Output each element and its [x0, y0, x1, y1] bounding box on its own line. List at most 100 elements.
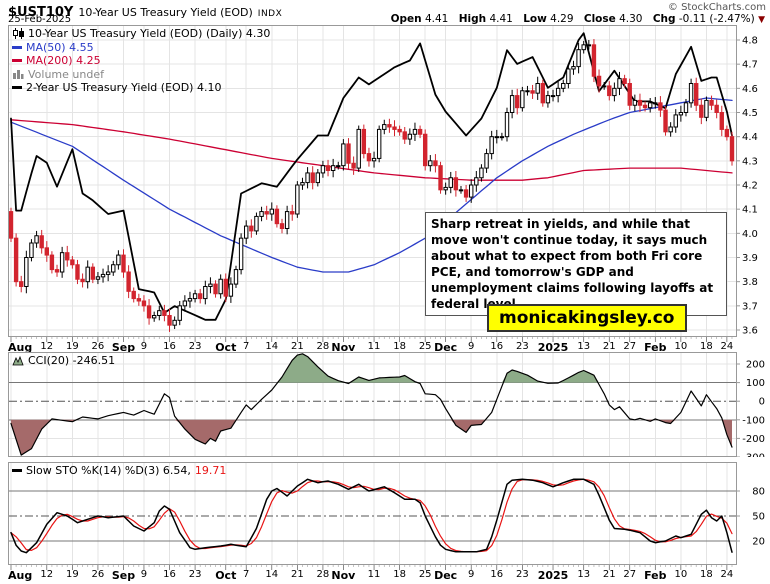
date-axis-middle: Aug 12 19 26 Sep 9 16 23 Oct 7 14 21 28 Nov 11 18 25 Dec 9…	[0, 337, 770, 354]
x-tick-label: Aug	[8, 341, 33, 354]
x-tick-label: 27	[623, 569, 637, 580]
x-tick-label: 7	[243, 569, 250, 580]
change-down-arrow-icon: ▼	[758, 15, 765, 25]
chg-value: -0.11 (-2.47%)	[678, 13, 755, 25]
x-tick-label: 9	[140, 569, 148, 580]
x-tick-label: 23	[515, 341, 529, 352]
x-tick-label: 16	[163, 569, 176, 580]
x-tick-label: 18	[700, 341, 713, 352]
price-y-tick-label: 4.1	[742, 205, 758, 216]
price-panel: 3.6 3.7 3.8 3.9 4.0 4.1 4.2 4.3 4.4 4.5 4.6 4.7 4.8 …	[8, 25, 770, 337]
x-tick-label: 12	[40, 569, 54, 580]
x-tick-label: 16	[163, 341, 176, 352]
legend-row: 2-Year US Treasury Yield (EOD) 4.10	[12, 81, 270, 95]
cci-y-tick-label: -200	[742, 434, 765, 445]
x-tick-label: Dec	[434, 341, 458, 354]
x-tick-label: Oct	[215, 341, 237, 354]
axis-tick-strip	[10, 337, 733, 342]
close-label: Close	[583, 13, 616, 25]
x-tick-label: 9	[140, 341, 148, 352]
close-value: 4.30	[619, 13, 643, 25]
ohlc-quote-line: Open 4.41 High 4.41 Low 4.29 Close 4.30 …	[384, 13, 765, 25]
x-tick-label: 14	[265, 341, 279, 352]
cci-chart-canvas: 200 100 0 -100 -200 -300	[8, 352, 765, 457]
x-tick-label: Dec	[434, 569, 458, 582]
legend-label: 10-Year US Treasury Yield (EOD) (Daily) …	[28, 27, 271, 40]
legend-label: Volume undef	[28, 67, 104, 81]
price-y-tick-label: 3.9	[742, 253, 758, 264]
x-tick-label: 9	[468, 569, 475, 580]
x-tick-label: 11	[367, 341, 381, 352]
stochastic-chart-canvas: 80 50 20	[8, 462, 765, 565]
sto-y-tick-label: 80	[752, 487, 765, 498]
sto-legend-label: Slow STO %K(14) %D(3) 6.54,	[26, 464, 191, 477]
x-tick-label: 16	[490, 569, 504, 580]
line-dash-icon	[12, 469, 22, 473]
legend-row: 10-Year US Treasury Yield (EOD) (Daily) …	[12, 27, 270, 41]
x-tick-label: 25	[418, 341, 432, 352]
x-tick-label: 23	[188, 341, 202, 352]
x-tick-label: 28	[316, 341, 330, 352]
chart-date: 25-Feb-2025	[8, 14, 72, 25]
cci-y-tick-label: 200	[746, 360, 765, 371]
legend-row: MA(200) 4.25	[12, 54, 270, 68]
price-y-tick-label: 4.0	[742, 229, 758, 240]
x-tick-label: 16	[490, 341, 504, 352]
x-tick-label: Nov	[331, 341, 356, 354]
x-tick-label: 19	[65, 341, 79, 352]
low-label: Low	[523, 13, 547, 25]
x-tick-label: 23	[188, 569, 202, 580]
x-tick-label: 12	[40, 341, 54, 352]
price-y-tick-label: 4.5	[742, 108, 758, 119]
cci-y-tick-label: -100	[742, 415, 765, 426]
chart-title: 10-Year US Treasury Yield (EOD)	[78, 6, 253, 19]
legend-label: MA(200) 4.25	[26, 54, 101, 67]
x-tick-label: 9	[468, 341, 475, 352]
x-tick-label: 21	[290, 341, 304, 352]
volume-bars-icon	[12, 69, 24, 80]
x-tick-label: Oct	[215, 569, 237, 582]
x-tick-label: Feb	[644, 569, 667, 582]
x-tick-label: 24	[720, 341, 734, 352]
dash-icon	[12, 86, 22, 90]
x-tick-label: 23	[515, 569, 529, 580]
sto-y-tick-label: 20	[752, 536, 765, 547]
x-tick-label: 18	[393, 341, 406, 352]
price-chart-canvas: 3.6 3.7 3.8 3.9 4.0 4.1 4.2 4.3 4.4 4.5 4.6 4.7 4.8	[8, 25, 758, 337]
x-tick-label: 18	[393, 569, 406, 580]
area-icon	[12, 355, 24, 366]
chg-label: Chg	[652, 13, 676, 25]
x-tick-label: Aug	[8, 569, 33, 582]
price-y-tick-label: 4.6	[742, 84, 758, 95]
x-tick-label: 24	[720, 569, 734, 580]
annotation-box: Sharp retreat in yields, and while that …	[425, 212, 727, 316]
exchange-label: INDX	[257, 9, 283, 19]
price-y-tick-label: 4.2	[742, 181, 758, 192]
price-legend: 10-Year US Treasury Yield (EOD) (Daily) …	[12, 27, 270, 95]
watermark-badge: monicakingsley.co	[487, 304, 687, 332]
x-tick-label: 2025	[537, 341, 569, 354]
stochastic-panel: 80 50 20 Slow STO %K(14) %D(3) 6.54, 19.71	[8, 462, 770, 565]
legend-label: 2-Year US Treasury Yield (EOD) 4.10	[26, 81, 222, 94]
x-tick-label: 21	[602, 569, 616, 580]
x-tick-label: 7	[243, 341, 250, 352]
price-y-tick-label: 4.4	[742, 132, 758, 143]
legend-label: MA(50) 4.55	[26, 40, 94, 54]
x-tick-label: 2025	[537, 569, 569, 582]
candlestick-icon	[12, 28, 24, 40]
dash-icon	[12, 59, 22, 63]
copyright: © StockCharts.com	[667, 2, 766, 13]
low-value: 4.29	[550, 13, 574, 25]
x-tick-label: 27	[623, 341, 637, 352]
cci-panel: 200 100 0 -100 -200 -300 CCI(20) -246.51	[8, 352, 770, 457]
cci-legend-label: CCI(20) -246.51	[28, 354, 116, 367]
x-tick-label: 28	[316, 569, 330, 580]
x-tick-label: 21	[602, 341, 616, 352]
price-y-tick-label: 3.6	[742, 326, 758, 337]
x-tick-label: 13	[577, 569, 591, 580]
x-tick-label: 19	[65, 569, 79, 580]
price-y-tick-label: 3.7	[742, 301, 758, 312]
x-tick-label: Sep	[111, 341, 136, 354]
cci-y-tick-label: 0	[759, 397, 765, 408]
